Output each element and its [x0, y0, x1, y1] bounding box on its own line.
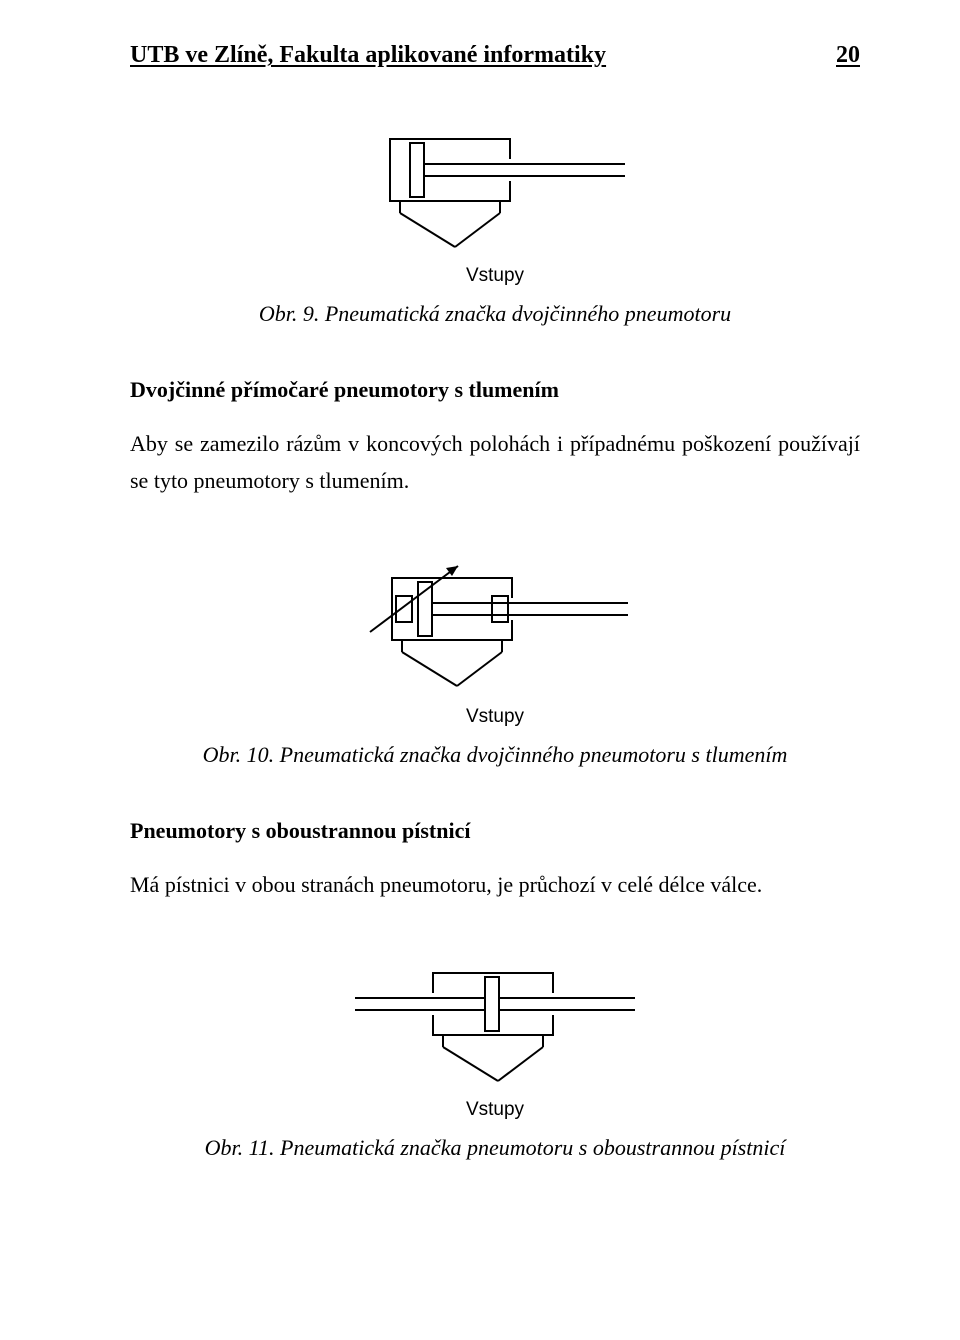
figure-11-svg	[345, 963, 645, 1093]
figure-10-caption: Obr. 10. Pneumatická značka dvojčinného …	[130, 742, 860, 768]
figure-10-svg	[350, 560, 640, 700]
page-header: UTB ve Zlíně, Fakulta aplikované informa…	[130, 42, 860, 69]
section-1-title: Dvojčinné přímočaré pneumotory s tlumení…	[130, 377, 860, 403]
figure-11: Vstupy	[130, 963, 860, 1121]
section-2-body: Má pístnici v obou stranách pneumotoru, …	[130, 866, 860, 903]
figure-9-svg	[360, 129, 630, 259]
document-page: UTB ve Zlíně, Fakulta aplikované informa…	[0, 0, 960, 1340]
figure-11-caption: Obr. 11. Pneumatická značka pneumotoru s…	[130, 1135, 860, 1161]
figure-11-inputs-label: Vstupy	[466, 1099, 524, 1121]
figure-10: Vstupy	[130, 560, 860, 728]
figure-9-caption: Obr. 9. Pneumatická značka dvojčinného p…	[130, 301, 860, 327]
figure-9-inputs-label: Vstupy	[466, 265, 524, 287]
section-2-title: Pneumotory s oboustrannou pístnicí	[130, 818, 860, 844]
figure-10-inputs-label: Vstupy	[466, 706, 524, 728]
header-left: UTB ve Zlíně, Fakulta aplikované informa…	[130, 42, 606, 69]
figure-9: Vstupy	[130, 129, 860, 287]
header-page-number: 20	[836, 42, 860, 69]
section-1-body: Aby se zamezilo rázům v koncových polohá…	[130, 425, 860, 500]
